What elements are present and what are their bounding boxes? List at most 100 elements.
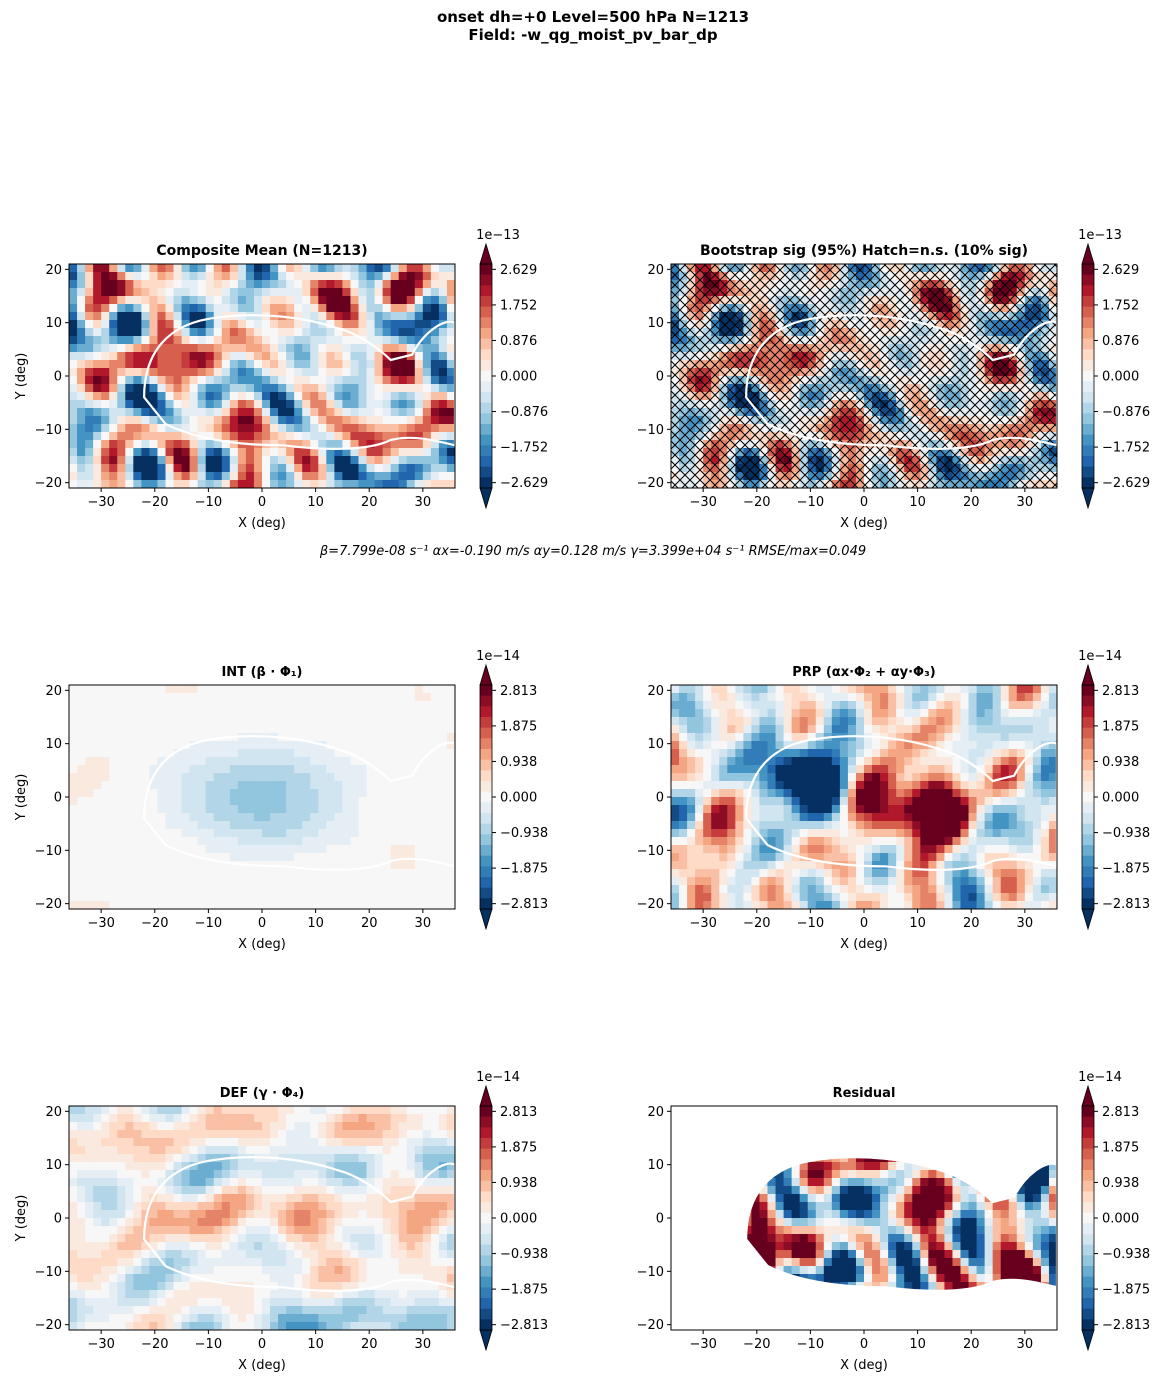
panel-2: Bootstrap sig (95%) Hatch=n.s. (10% sig)… <box>637 228 1151 531</box>
colorbar-offset-label: 1e−14 <box>476 649 520 664</box>
panel-title: PRP (αx·Φ₂ + αy·Φ₃) <box>792 665 936 680</box>
x-axis-label: X (deg) <box>238 516 286 531</box>
colorbar-tick-label: 0.938 <box>1102 755 1139 770</box>
colorbar-extend-max <box>1081 1084 1095 1107</box>
colorbar-extend-min <box>479 1329 493 1352</box>
x-tick-label: 20 <box>361 495 378 510</box>
colorbar-tick-label: 2.813 <box>500 1105 537 1120</box>
x-tick-label: 20 <box>361 1337 378 1352</box>
x-tick-label: 30 <box>1017 916 1034 931</box>
x-tick-label: −30 <box>87 916 114 931</box>
x-tick-label: −10 <box>195 916 222 931</box>
colorbar-tick-label: −1.875 <box>1102 862 1150 877</box>
colorbar-tick-label: 0.876 <box>500 334 537 349</box>
colorbar-tick-label: −0.876 <box>500 405 548 420</box>
colorbar-extend-max <box>1081 663 1095 686</box>
colorbar-tick-label: 0.000 <box>500 791 537 806</box>
y-axis-label: Y (deg) <box>14 1195 29 1243</box>
y-tick-label: −20 <box>35 476 62 491</box>
y-tick-label: 10 <box>647 1158 664 1173</box>
colorbar-tick-label: 2.813 <box>500 684 537 699</box>
colorbar-tick-label: 0.938 <box>500 1176 537 1191</box>
colorbar: 2.629 1.752 0.876 0.000 −0.876 −1.752 −2.629 1e… <box>1078 228 1150 510</box>
y-tick-label: 10 <box>45 737 62 752</box>
heatmap-field <box>69 685 455 909</box>
x-axis-label: X (deg) <box>840 516 888 531</box>
panel-3: INT (β · Φ₁) −30 −20 −10 0 10 20 30 −20 −10 0 10 20 X… <box>14 649 548 952</box>
y-tick-label: 20 <box>647 684 664 699</box>
colorbar-tick-label: −2.629 <box>500 476 548 491</box>
x-axis-label: X (deg) <box>238 937 286 952</box>
x-tick-label: −20 <box>743 1337 770 1352</box>
y-tick-label: 0 <box>656 791 664 806</box>
y-tick-label: 0 <box>54 1212 62 1227</box>
colorbar-tick-label: −0.938 <box>1102 826 1150 841</box>
colorbar-tick-label: 2.813 <box>1102 684 1139 699</box>
colorbar-tick-label: 2.629 <box>500 263 537 278</box>
y-tick-label: −10 <box>637 1265 664 1280</box>
y-tick-label: 0 <box>656 1212 664 1227</box>
colorbar-extend-min <box>479 908 493 931</box>
panel-title: Bootstrap sig (95%) Hatch=n.s. (10% sig) <box>700 243 1028 259</box>
x-tick-label: 10 <box>307 495 324 510</box>
colorbar-tick-label: −0.938 <box>500 826 548 841</box>
colorbar-extend-max <box>479 242 493 265</box>
colorbar: 2.813 1.875 0.938 0.000 −0.938 −1.875 −2.813 1e… <box>1078 649 1150 931</box>
x-tick-label: 30 <box>415 1337 432 1352</box>
colorbar-extend-min <box>1081 1329 1095 1352</box>
colorbar-tick-label: −1.875 <box>1102 1283 1150 1298</box>
colorbar-offset-label: 1e−14 <box>1078 1070 1122 1085</box>
mask-contour <box>142 735 455 871</box>
colorbar-tick-label: −2.813 <box>500 897 548 912</box>
x-tick-label: 0 <box>860 1337 868 1352</box>
panel-4: PRP (αx·Φ₂ + αy·Φ₃) −30 −20 −10 0 10 20 30 −20 −1… <box>637 649 1151 952</box>
y-tick-label: 10 <box>647 316 664 331</box>
colorbar-tick-label: −2.813 <box>1102 897 1150 912</box>
mask-contour <box>142 1156 455 1292</box>
colorbar-tick-label: −2.813 <box>1102 1318 1150 1333</box>
colorbar-extend-min <box>479 487 493 510</box>
colorbar-tick-label: 0.000 <box>500 1212 537 1227</box>
x-tick-label: −10 <box>195 495 222 510</box>
colorbar-tick-label: 1.875 <box>500 719 537 734</box>
x-tick-label: 0 <box>258 916 266 931</box>
y-tick-label: −10 <box>637 423 664 438</box>
panel-1: Composite Mean (N=1213) −30 −20 −10 0 10 20 30 −… <box>14 228 548 531</box>
y-tick-label: 10 <box>45 316 62 331</box>
colorbar-tick-label: 1.752 <box>1102 298 1139 313</box>
x-tick-label: −20 <box>141 1337 168 1352</box>
figure-title-line1: onset dh=+0 Level=500 hPa N=1213 <box>437 8 749 26</box>
colorbar-tick-label: −1.752 <box>1102 441 1150 456</box>
x-tick-label: 20 <box>963 916 980 931</box>
x-tick-label: −30 <box>689 916 716 931</box>
heatmap-field <box>69 264 455 488</box>
panel-title: Composite Mean (N=1213) <box>156 243 367 259</box>
colorbar-tick-label: 2.629 <box>1102 263 1139 278</box>
x-tick-label: −10 <box>797 916 824 931</box>
x-tick-label: 20 <box>963 495 980 510</box>
panel-title: DEF (γ · Φ₄) <box>220 1086 305 1101</box>
y-tick-label: −20 <box>35 1318 62 1333</box>
x-tick-label: 30 <box>1017 1337 1034 1352</box>
mask-contour <box>142 314 455 450</box>
x-tick-label: 0 <box>258 1337 266 1352</box>
mask-contour <box>744 735 1057 871</box>
colorbar: 2.813 1.875 0.938 0.000 −0.938 −1.875 −2.813 1e… <box>1078 1070 1150 1352</box>
y-tick-label: 0 <box>656 370 664 385</box>
y-tick-label: 0 <box>54 791 62 806</box>
colorbar-tick-label: −0.876 <box>1102 405 1150 420</box>
x-tick-label: 0 <box>860 916 868 931</box>
y-tick-label: 20 <box>45 1105 62 1120</box>
colorbar-tick-label: −1.752 <box>500 441 548 456</box>
colorbar-tick-label: 0.938 <box>1102 1176 1139 1191</box>
x-tick-label: 10 <box>307 916 324 931</box>
x-tick-label: −20 <box>141 495 168 510</box>
colorbar-tick-label: 0.000 <box>1102 791 1139 806</box>
y-tick-label: −20 <box>637 476 664 491</box>
x-tick-label: −10 <box>797 495 824 510</box>
colorbar-extend-max <box>479 1084 493 1107</box>
colorbar-tick-label: 0.938 <box>500 755 537 770</box>
y-tick-label: 20 <box>45 684 62 699</box>
colorbar-offset-label: 1e−13 <box>1078 228 1122 243</box>
